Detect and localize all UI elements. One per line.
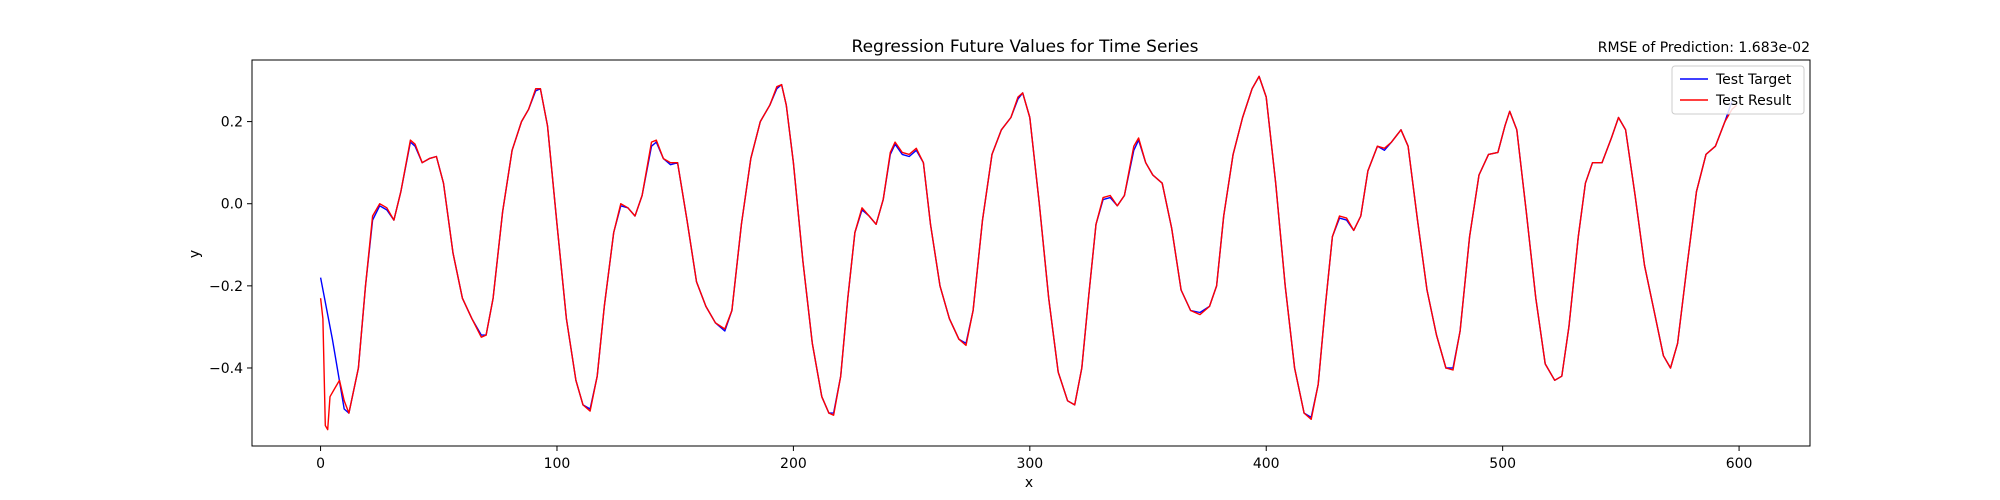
y-tick-label: −0.4 [209,361,243,377]
plot-frame [251,59,1811,447]
legend-label-test-target: Test Target [1715,72,1792,88]
series-line-test-result [319,75,1738,431]
y-tick-label: 0.2 [221,115,243,131]
y-tick-label: −0.2 [209,279,243,295]
x-tick-label: 400 [1253,456,1280,472]
x-tick-label: 300 [1016,456,1043,472]
chart-title: Regression Future Values for Time Series [852,37,1199,57]
y-tick-label: 0.0 [221,197,243,213]
rmse-annotation: RMSE of Prediction: 1.683e-02 [1598,40,1810,56]
x-tick-label: 200 [780,456,807,472]
legend: Test Target Test Result [1671,65,1805,115]
plot-area: 0 100 200 300 400 500 600 −0.4 −0.2 0.0 0.2 [209,59,1811,472]
y-axis-label: y [187,250,203,258]
x-tick-label: 600 [1726,456,1753,472]
legend-box [1671,65,1805,115]
legend-label-test-result: Test Result [1715,93,1792,109]
x-tick-label: 500 [1489,456,1516,472]
x-tick-label: 100 [544,456,571,472]
x-tick-label: 0 [316,456,325,472]
x-axis-label: x [1025,475,1033,491]
